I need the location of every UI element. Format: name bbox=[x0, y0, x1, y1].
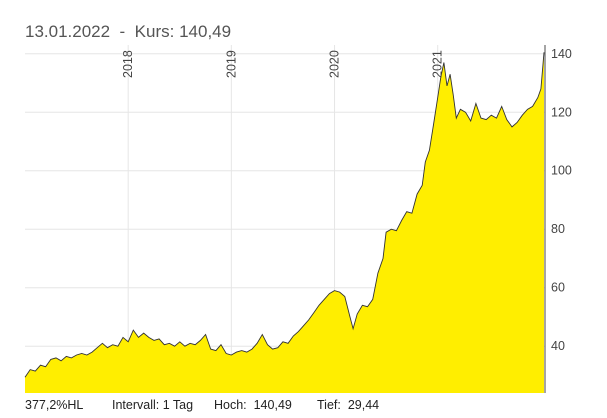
footer-interval-label: Intervall: bbox=[112, 398, 160, 412]
footer-low-label: Tief: bbox=[317, 398, 341, 412]
y-tick-label: 120 bbox=[551, 105, 572, 119]
header-separator: - bbox=[119, 22, 126, 41]
x-tick-label: 2020 bbox=[328, 50, 342, 78]
header-kurs-label: Kurs: bbox=[134, 22, 175, 41]
y-tick-label: 140 bbox=[551, 47, 572, 61]
price-line bbox=[24, 52, 545, 378]
footer-high: Hoch: 140,49 bbox=[214, 398, 317, 412]
footer-high-label: Hoch: bbox=[214, 398, 247, 412]
chart-header: 13.01.2022 - Kurs: 140,49 bbox=[25, 22, 231, 42]
y-tick-label: 100 bbox=[551, 164, 572, 178]
y-tick-label: 80 bbox=[551, 222, 565, 236]
footer-performance: 377,2%HL bbox=[25, 398, 84, 412]
x-axis: 2018 2019 2020 2021 bbox=[121, 50, 445, 78]
x-tick-label: 2021 bbox=[431, 50, 445, 78]
footer-low: Tief: 29,44 bbox=[317, 398, 379, 412]
footer-low-value: 29,44 bbox=[347, 398, 380, 412]
y-tick-label: 60 bbox=[551, 281, 565, 295]
x-tick-label: 2018 bbox=[121, 50, 135, 78]
footer-interval: Intervall: 1 Tag bbox=[112, 398, 214, 412]
footer-interval-value: 1 Tag bbox=[162, 398, 194, 412]
header-kurs-value: 140,49 bbox=[179, 22, 232, 41]
chart-footer: 377,2%HL Intervall: 1 Tag Hoch: 140,49 Tief… bbox=[25, 398, 379, 412]
y-axis: 40 60 80 100 120 140 bbox=[551, 47, 572, 353]
x-tick-label: 2019 bbox=[224, 50, 238, 78]
header-date: 13.01.2022 bbox=[25, 22, 111, 41]
y-tick-label: 40 bbox=[551, 339, 565, 353]
price-area bbox=[25, 52, 544, 394]
footer-high-value: 140,49 bbox=[253, 398, 292, 412]
